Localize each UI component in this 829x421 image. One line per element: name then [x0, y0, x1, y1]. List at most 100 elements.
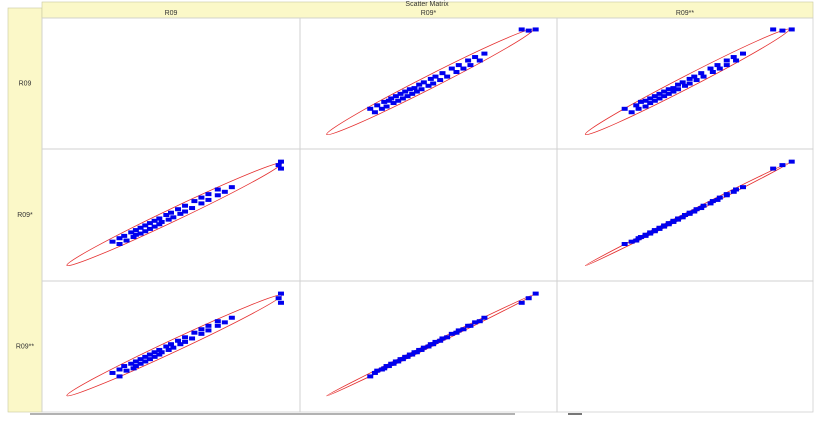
point	[277, 291, 284, 296]
point	[116, 242, 123, 246]
point	[214, 319, 221, 324]
point	[661, 223, 668, 228]
point	[633, 238, 640, 243]
point	[116, 367, 123, 372]
point	[367, 374, 374, 379]
point	[439, 71, 446, 76]
point	[460, 66, 467, 71]
point	[388, 96, 395, 101]
point	[109, 370, 116, 375]
point	[409, 91, 416, 96]
point	[146, 352, 153, 357]
point	[198, 201, 205, 206]
point	[770, 166, 777, 171]
point	[642, 98, 649, 103]
point	[177, 342, 184, 347]
point	[177, 211, 184, 216]
point	[371, 110, 378, 115]
point	[716, 195, 723, 200]
point	[142, 359, 149, 364]
point	[740, 51, 746, 56]
point	[770, 27, 777, 32]
point	[682, 83, 688, 88]
row-header: R09*	[17, 212, 33, 219]
point	[670, 89, 677, 94]
point	[182, 203, 189, 208]
point	[137, 361, 144, 366]
point	[656, 96, 663, 101]
point	[642, 232, 649, 237]
point	[656, 91, 663, 96]
point	[621, 106, 628, 111]
point	[691, 209, 698, 214]
column-header: R09**	[676, 10, 695, 17]
point	[427, 76, 434, 81]
point	[142, 223, 149, 228]
point	[390, 361, 397, 366]
point	[444, 335, 451, 340]
row-header: R09**	[16, 343, 35, 350]
point	[647, 101, 654, 106]
panel	[299, 17, 558, 150]
point	[686, 76, 693, 81]
point	[647, 96, 654, 101]
point	[448, 66, 455, 71]
point	[395, 359, 402, 364]
point	[733, 187, 740, 192]
point	[277, 159, 284, 164]
point	[123, 368, 130, 373]
point	[132, 359, 139, 364]
point	[661, 94, 668, 99]
point	[151, 224, 158, 229]
point	[788, 159, 795, 164]
point	[156, 222, 163, 227]
point	[381, 366, 388, 371]
point	[156, 347, 163, 352]
point	[116, 236, 123, 241]
point	[175, 338, 182, 343]
point	[205, 197, 212, 202]
point	[128, 361, 135, 366]
point	[779, 28, 786, 33]
point	[205, 192, 212, 197]
point	[381, 99, 388, 104]
point	[137, 225, 144, 230]
point	[467, 63, 474, 68]
point	[733, 58, 740, 63]
point	[709, 199, 716, 204]
point	[432, 74, 439, 79]
point	[665, 221, 672, 226]
point	[121, 233, 128, 238]
point	[205, 328, 212, 333]
point	[182, 335, 189, 340]
point	[432, 339, 439, 344]
point	[404, 354, 411, 359]
point	[395, 98, 402, 103]
point	[158, 350, 165, 355]
point	[182, 339, 189, 344]
point	[693, 207, 700, 212]
point	[399, 357, 406, 362]
point	[170, 215, 177, 220]
point	[420, 345, 427, 350]
point	[163, 213, 170, 217]
point	[665, 87, 672, 92]
point	[191, 330, 198, 335]
point	[214, 193, 221, 198]
point	[686, 210, 693, 215]
panel	[299, 148, 558, 282]
point	[437, 338, 444, 343]
point	[518, 27, 525, 32]
point	[198, 331, 205, 336]
point	[168, 342, 174, 347]
point	[472, 320, 479, 325]
point	[779, 163, 786, 168]
point	[730, 189, 737, 194]
point	[397, 91, 404, 96]
point	[460, 327, 467, 332]
point	[170, 345, 177, 350]
point	[165, 217, 172, 222]
confidence-ellipse	[326, 28, 534, 136]
point	[151, 350, 158, 355]
